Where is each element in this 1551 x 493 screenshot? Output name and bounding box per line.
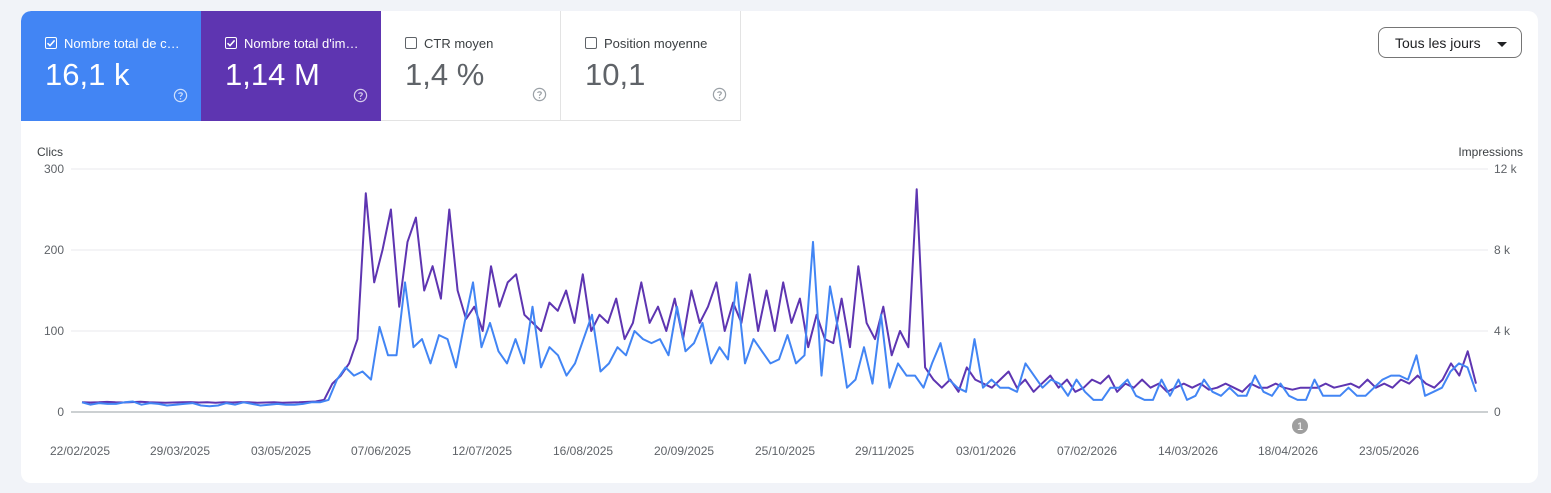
- y-right-tick: 4 k: [1494, 324, 1511, 338]
- x-tick-label: 07/02/2026: [1057, 444, 1118, 458]
- x-tick-label: 25/10/2025: [755, 444, 816, 458]
- metric-impressions-label: Nombre total d'im…: [244, 35, 359, 51]
- performance-chart[interactable]: 1: [21, 11, 1538, 483]
- y-left-axis-title: Clics: [37, 145, 63, 159]
- metric-position-label: Position moyenne: [604, 35, 708, 51]
- help-icon[interactable]: [353, 88, 368, 108]
- gridlines: [71, 168, 1488, 413]
- metric-impressions-value: 1,14 M: [225, 57, 320, 92]
- metric-impressions-tile[interactable]: Nombre total d'im… 1,14 M: [201, 11, 381, 121]
- x-tick-label: 29/11/2025: [855, 444, 915, 458]
- x-tick-label: 12/07/2025: [452, 444, 513, 458]
- y-left-tick: 200: [43, 243, 64, 257]
- x-tick-label: 03/05/2025: [251, 444, 312, 458]
- ctr-checkbox[interactable]: [405, 37, 417, 49]
- y-right-tick: 12 k: [1494, 162, 1517, 176]
- x-tick-label: 23/05/2026: [1359, 444, 1420, 458]
- y-left-tick: 0: [57, 405, 64, 419]
- metric-ctr-tile[interactable]: CTR moyen 1,4 %: [381, 11, 561, 121]
- annotation-marker-dot[interactable]: [1292, 418, 1308, 434]
- metric-clicks-label: Nombre total de c…: [64, 35, 180, 51]
- date-granularity-label: Tous les jours: [1395, 34, 1481, 51]
- metric-position-tile[interactable]: Position moyenne 10,1: [561, 11, 741, 121]
- y-left-tick: 100: [43, 324, 64, 338]
- x-tick-label: 03/01/2026: [956, 444, 1017, 458]
- performance-card: Nombre total de c… 16,1 k Nombre total d…: [21, 11, 1538, 483]
- y-right-tick: 0: [1494, 405, 1501, 419]
- clicks-checkbox[interactable]: [45, 37, 57, 49]
- date-granularity-dropdown[interactable]: Tous les jours: [1378, 27, 1522, 58]
- help-icon[interactable]: [532, 87, 547, 107]
- x-tick-label: 29/03/2025: [150, 444, 211, 458]
- x-tick-label: 07/06/2025: [351, 444, 412, 458]
- help-icon[interactable]: [712, 87, 727, 107]
- metric-clicks-tile[interactable]: Nombre total de c… 16,1 k: [21, 11, 201, 121]
- y-right-axis-title: Impressions: [1458, 145, 1523, 159]
- metric-clicks-value: 16,1 k: [45, 57, 130, 92]
- clicks-series-line: [81, 240, 1477, 408]
- metric-ctr-value: 1,4 %: [405, 57, 485, 92]
- impressions-checkbox[interactable]: [225, 37, 237, 49]
- x-tick-label: 20/09/2025: [654, 444, 715, 458]
- x-tick-label: 16/08/2025: [553, 444, 614, 458]
- annotation-marker[interactable]: 1: [1292, 418, 1308, 434]
- caret-down-icon: [1497, 35, 1507, 51]
- help-icon[interactable]: [173, 88, 188, 108]
- series-layer: [81, 188, 1477, 408]
- metric-position-value: 10,1: [585, 57, 646, 92]
- annotation-marker-label: 1: [1297, 421, 1303, 433]
- impressions-series-line: [81, 188, 1477, 404]
- metric-ctr-label: CTR moyen: [424, 35, 494, 51]
- x-tick-label: 18/04/2026: [1258, 444, 1319, 458]
- x-tick-label: 14/03/2026: [1158, 444, 1219, 458]
- x-tick-label: 22/02/2025: [50, 444, 111, 458]
- position-checkbox[interactable]: [585, 37, 597, 49]
- y-left-tick: 300: [43, 162, 64, 176]
- y-right-tick: 8 k: [1494, 243, 1511, 257]
